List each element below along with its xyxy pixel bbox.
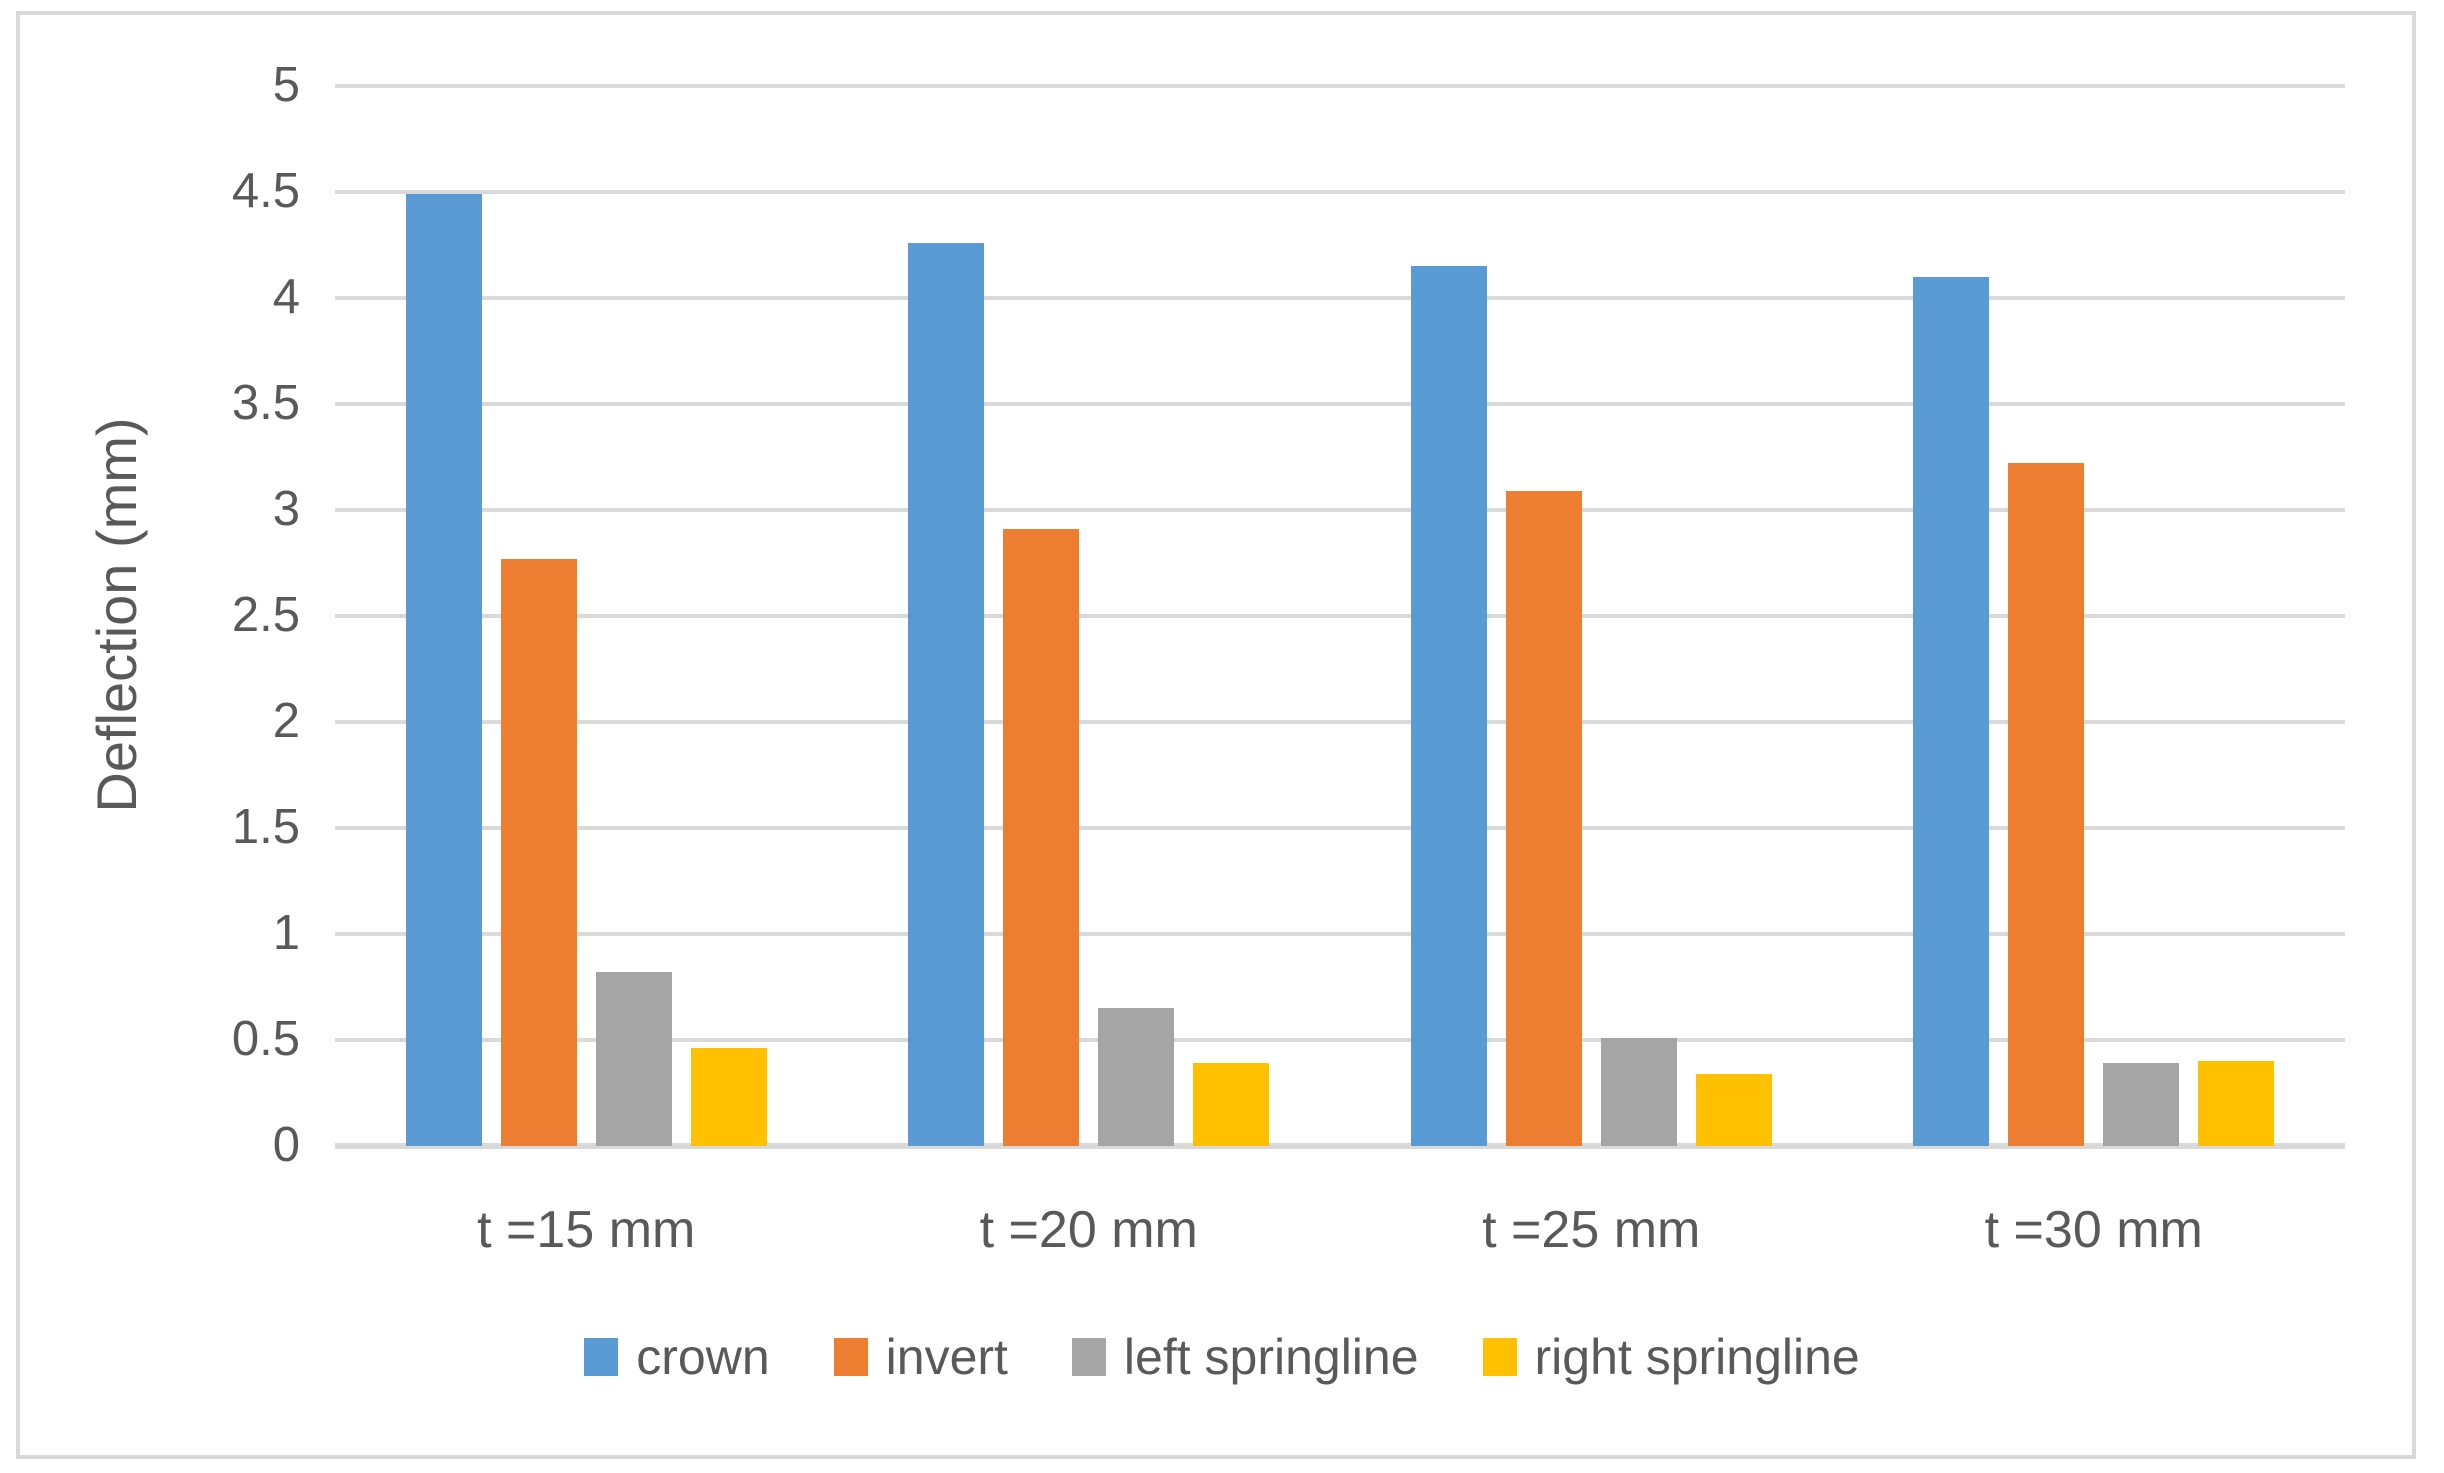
- gridline: [335, 84, 2345, 88]
- legend-swatch-left-springline: [1071, 1338, 1106, 1376]
- bar-left-springline-3: [2103, 1063, 2179, 1146]
- legend-label: right springline: [1534, 1329, 1860, 1385]
- y-axis-tick-label: 5: [272, 57, 300, 112]
- y-axis-tick-label: 2.5: [231, 587, 300, 642]
- legend-label: invert: [885, 1329, 1008, 1385]
- bar-crown-0: [406, 194, 482, 1146]
- legend-item-left-springline: left springline: [1071, 1328, 1419, 1386]
- x-axis-category-label: t =20 mm: [979, 1201, 1198, 1259]
- bar-invert-3: [2008, 463, 2084, 1146]
- gridline: [335, 614, 2345, 618]
- legend-swatch-crown: [584, 1338, 619, 1376]
- y-axis-tick-label: 1.5: [231, 799, 300, 854]
- y-axis-tick-label: 4.5: [231, 163, 300, 218]
- bar-crown-1: [908, 243, 984, 1146]
- bar-crown-2: [1411, 266, 1487, 1146]
- y-axis-tick-label: 2: [272, 693, 300, 748]
- gridline: [335, 932, 2345, 936]
- gridline: [335, 1038, 2345, 1042]
- y-axis-tick-label: 3.5: [231, 375, 300, 430]
- legend-item-right-springline: right springline: [1482, 1328, 1860, 1386]
- legend-item-invert: invert: [833, 1328, 1008, 1386]
- x-axis-category-label: t =25 mm: [1482, 1201, 1701, 1259]
- bar-left-springline-2: [1601, 1038, 1677, 1146]
- bar-invert-2: [1506, 491, 1582, 1146]
- x-axis-category-label: t =15 mm: [477, 1201, 696, 1259]
- x-axis-category-label: t =30 mm: [1984, 1201, 2203, 1259]
- bar-left-springline-0: [596, 972, 672, 1146]
- bar-right-springline-2: [1696, 1074, 1772, 1146]
- legend-swatch-invert: [833, 1338, 868, 1376]
- legend-swatch-right-springline: [1482, 1338, 1517, 1376]
- bar-invert-0: [501, 559, 577, 1146]
- chart-legend: crown invert left springline right springli…: [0, 1328, 2444, 1386]
- gridline: [335, 190, 2345, 194]
- bar-left-springline-1: [1098, 1008, 1174, 1146]
- bar-right-springline-1: [1193, 1063, 1269, 1146]
- gridline: [335, 296, 2345, 300]
- gridline: [335, 720, 2345, 724]
- y-axis-tick-label: 0: [272, 1117, 300, 1172]
- legend-label: left springline: [1123, 1329, 1419, 1385]
- legend-label: crown: [636, 1329, 770, 1385]
- bar-right-springline-3: [2198, 1061, 2274, 1146]
- plot-area: [335, 84, 2345, 1149]
- bar-right-springline-0: [691, 1048, 767, 1146]
- bar-invert-1: [1003, 529, 1079, 1146]
- gridline: [335, 402, 2345, 406]
- gridline: [335, 508, 2345, 512]
- y-axis-tick-label: 1: [272, 905, 300, 960]
- y-axis-tick-label: 4: [272, 269, 300, 324]
- x-axis-line: [335, 1143, 2345, 1149]
- y-axis-tick-label: 0.5: [231, 1011, 300, 1066]
- legend-item-crown: crown: [584, 1328, 770, 1386]
- bar-crown-3: [1913, 277, 1989, 1146]
- y-axis-tick-label: 3: [272, 481, 300, 536]
- gridline: [335, 826, 2345, 830]
